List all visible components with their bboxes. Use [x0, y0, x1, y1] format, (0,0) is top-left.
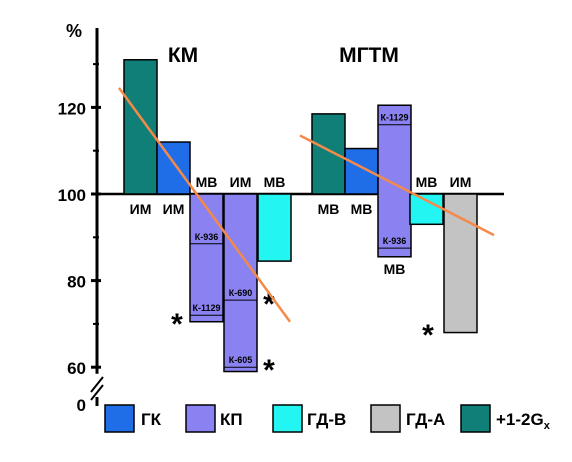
y-axis-label: %	[66, 21, 82, 41]
bar	[189, 193, 224, 323]
legend-label: КП	[220, 410, 243, 429]
legend-swatch	[104, 404, 135, 433]
trend-lines	[117, 87, 495, 323]
legend-swatch	[370, 404, 401, 433]
bar	[311, 113, 346, 195]
bar	[443, 193, 478, 334]
bar-label: ИМ	[130, 201, 152, 217]
y-tick-label: 80	[67, 273, 86, 292]
bar-label: ИМ	[450, 174, 472, 190]
bar-label: ИМ	[163, 201, 185, 217]
legend-label-subscript: x	[544, 420, 551, 432]
axis-break-mark	[90, 384, 104, 401]
bar-label: ИМ	[230, 174, 252, 190]
y-tick-label: 100	[58, 186, 86, 205]
segment-label: К-1129	[380, 113, 408, 123]
bar	[377, 104, 412, 258]
group-title: КМ	[168, 44, 198, 67]
y-tick-label: 120	[58, 99, 86, 118]
bar	[344, 147, 379, 195]
bar-label: МВ	[318, 201, 340, 217]
bar	[223, 193, 258, 373]
trend-line	[299, 134, 495, 237]
segment-label: К-605	[229, 355, 253, 365]
axis-break-mark	[90, 376, 104, 393]
legend-swatch	[185, 404, 216, 433]
legend-swatch	[460, 404, 491, 433]
bar	[123, 59, 158, 195]
legend-label: ГД-В	[307, 410, 346, 429]
bars	[123, 59, 478, 373]
y-tick-label: 0	[77, 396, 86, 415]
significance-asterisk: *	[171, 308, 183, 341]
bar	[257, 193, 292, 262]
bar-label: МВ	[264, 174, 286, 190]
bar	[409, 193, 444, 226]
bar-label: МВ	[351, 201, 373, 217]
bar	[156, 141, 191, 195]
significance-asterisk: *	[422, 319, 434, 352]
segment-label: К-936	[195, 232, 219, 242]
significance-asterisk: *	[263, 354, 275, 387]
bar-label: МВ	[384, 261, 406, 277]
trend-line	[117, 87, 292, 323]
legend-label: +1-2Gx	[496, 410, 551, 432]
segment-label: К-936	[383, 236, 407, 246]
bar-labels: КМ ИМ ИМ МВ К-936 К-1129 * ИМ К-690 К-605 * * МВ МГТМ…	[130, 44, 472, 387]
legend-label: ГК	[141, 410, 162, 429]
legend: ГК КП ГД-В ГД-А +1-2Gx	[104, 404, 551, 433]
segment-label: К-1129	[192, 303, 220, 313]
bar-label: МВ	[196, 174, 218, 190]
bar-label: МВ	[416, 174, 438, 190]
segment-label: К-690	[229, 288, 253, 298]
y-tick-label: 60	[67, 359, 86, 378]
legend-label: ГД-А	[406, 410, 445, 429]
group-title: МГТМ	[339, 44, 399, 67]
legend-swatch	[272, 404, 303, 433]
